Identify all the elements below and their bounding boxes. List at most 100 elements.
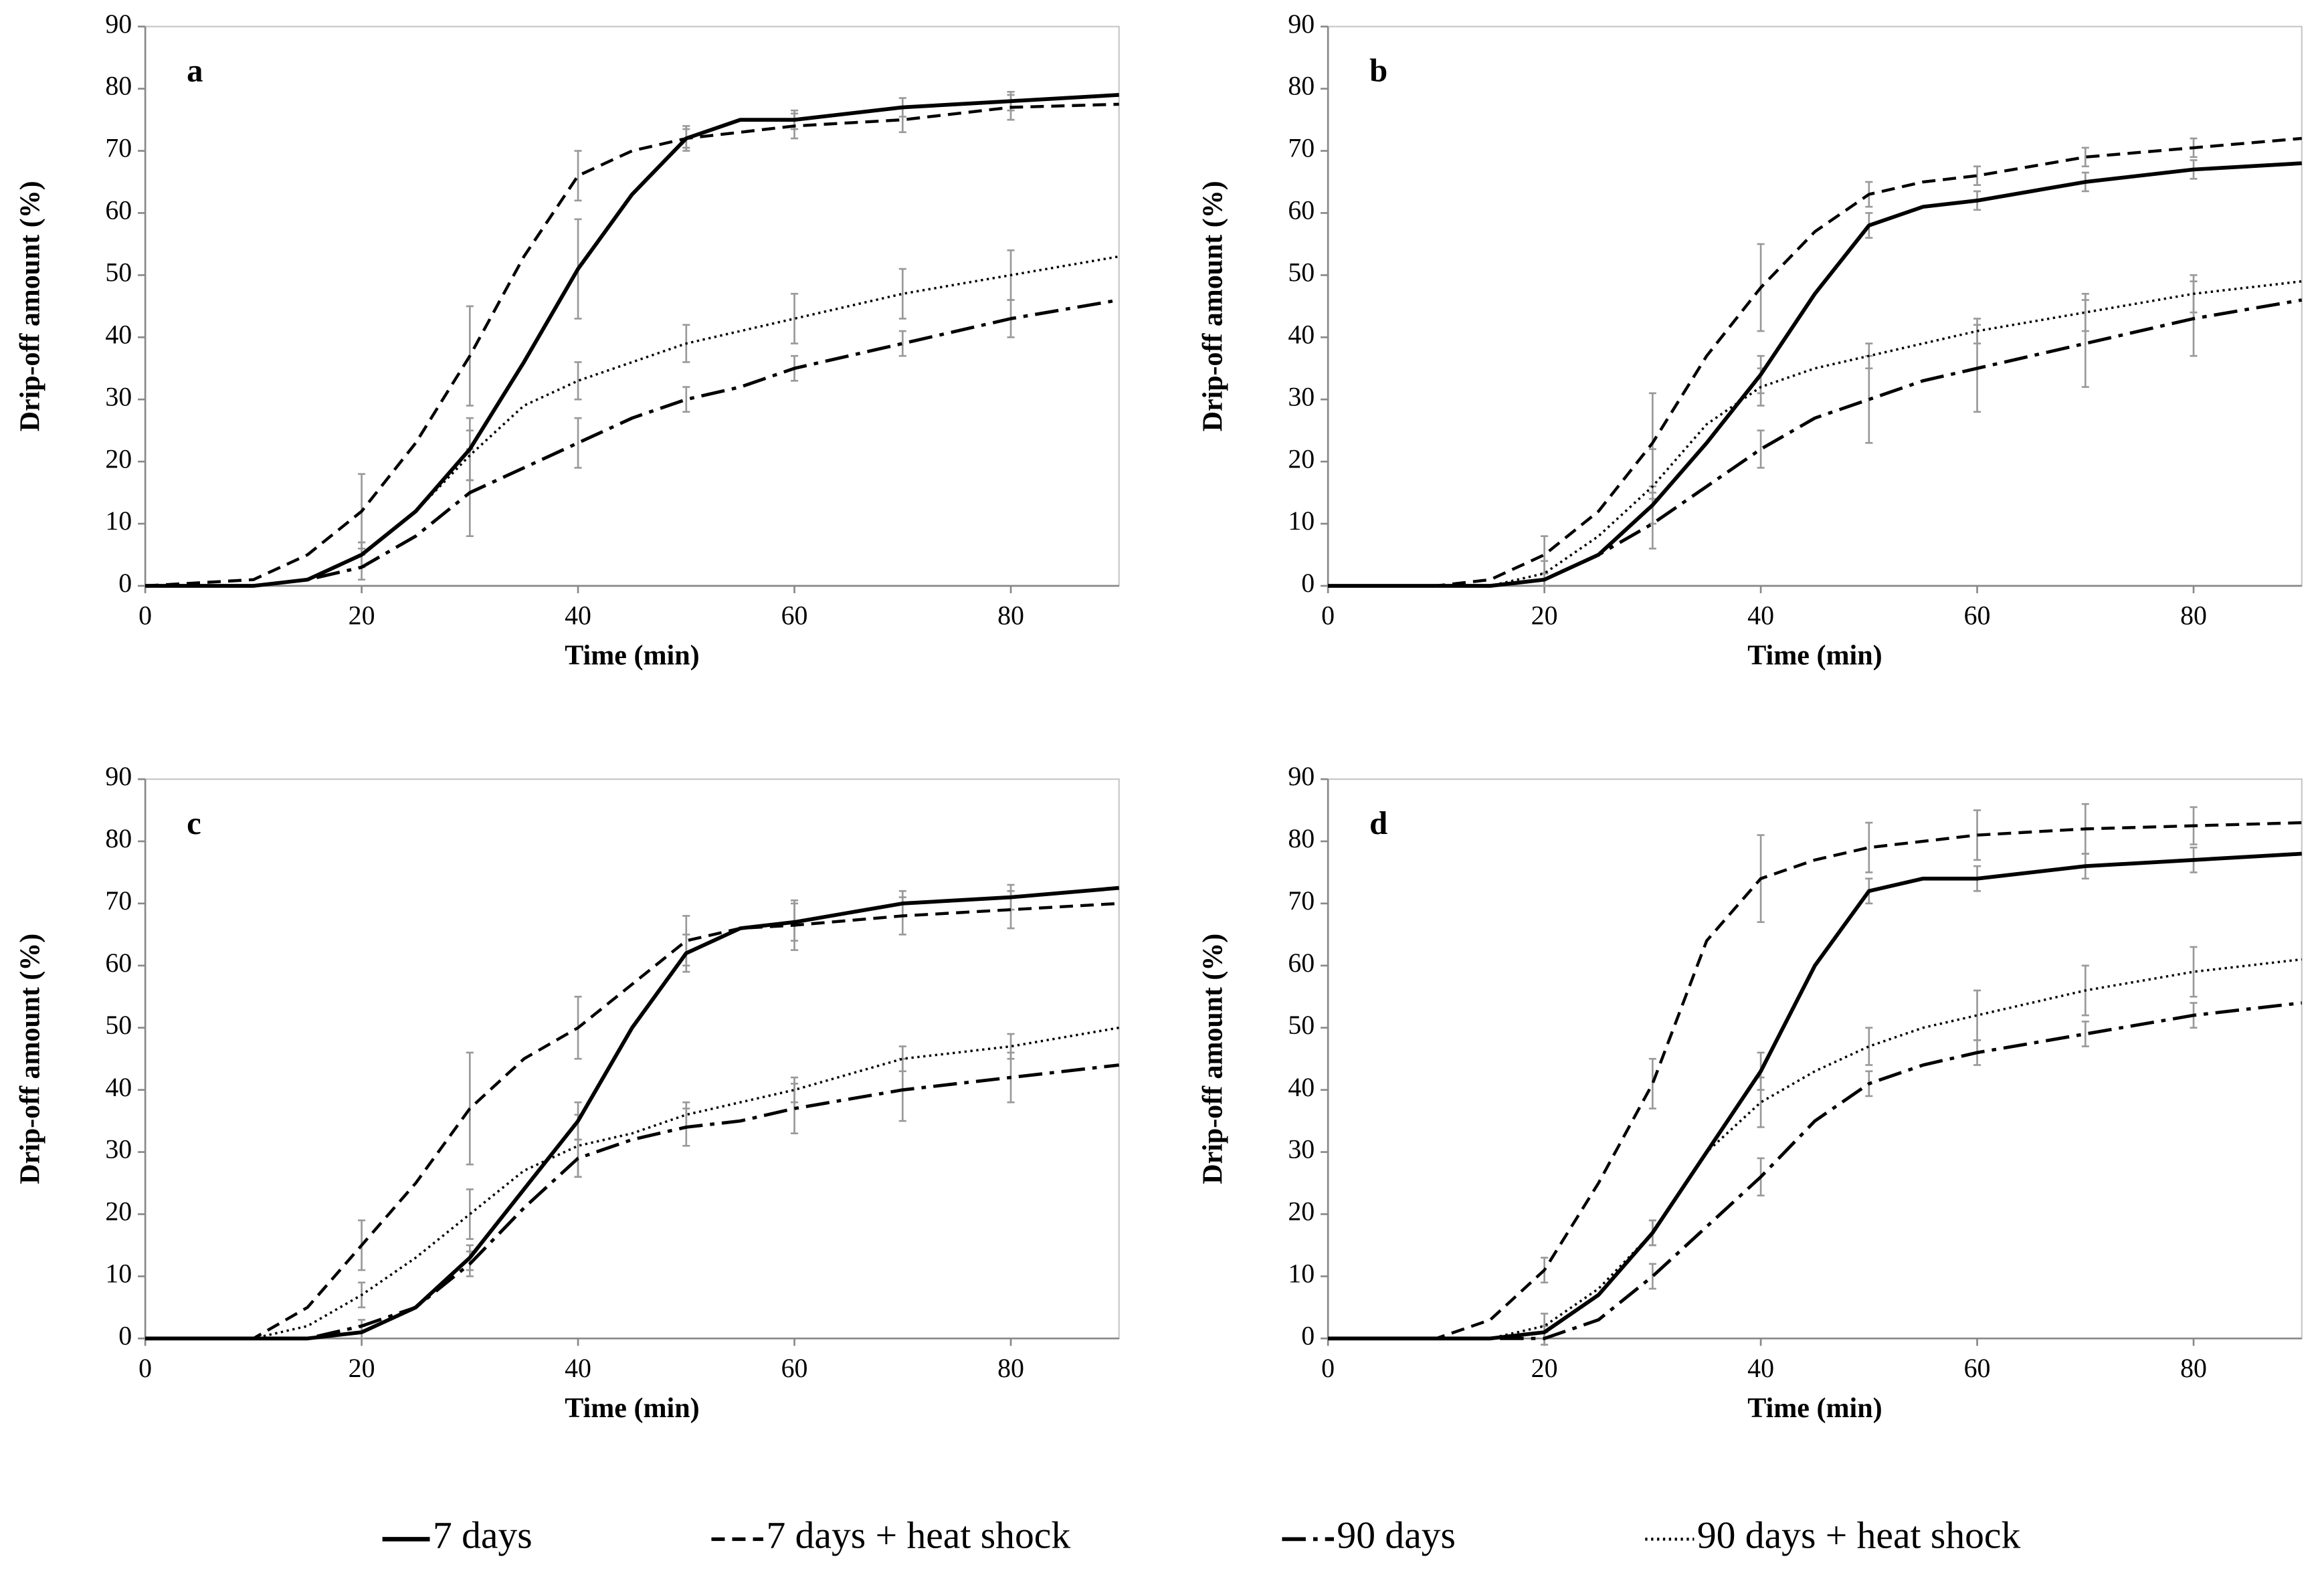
x-tick-label: 60 (781, 1354, 808, 1383)
y-tick-label: 90 (1288, 762, 1315, 791)
error-bar (1973, 165, 1981, 186)
panel-label: c (187, 805, 201, 841)
series-line (145, 902, 1119, 1340)
series-line (145, 885, 1119, 1341)
series-line (1328, 958, 2302, 1340)
series-line (1328, 298, 2303, 588)
legend-label: 90 days (1337, 1515, 1456, 1557)
x-tick-label: 20 (1531, 1354, 1558, 1383)
y-tick-label: 30 (105, 1135, 132, 1164)
series-line (145, 255, 1120, 587)
error-bar (1648, 1057, 1656, 1110)
error-bar (1007, 1033, 1015, 1060)
y-tick-label: 50 (105, 1011, 132, 1040)
panel-label: a (187, 53, 203, 89)
series-line (1328, 1001, 2303, 1340)
y-tick-label: 30 (105, 382, 132, 411)
y-tick-label: 90 (1288, 9, 1315, 39)
y-tick-label: 80 (1288, 824, 1315, 853)
error-bar (1648, 1263, 1656, 1290)
y-tick-label: 40 (105, 1073, 132, 1102)
y-tick-label: 80 (1288, 72, 1315, 101)
y-tick-label: 20 (105, 444, 132, 473)
x-axis-label: Time (min) (1747, 1393, 1882, 1424)
series-line (1328, 280, 2302, 587)
error-bar (898, 1045, 906, 1073)
y-axis-label: Drip-off amount (%) (1197, 934, 1228, 1184)
y-tick-label: 80 (105, 824, 132, 853)
y-tick-label: 60 (105, 948, 132, 978)
series-line (1328, 136, 2302, 588)
error-bar (791, 1076, 799, 1103)
x-tick-label: 0 (138, 1354, 152, 1383)
x-axis-label: Time (min) (565, 641, 699, 671)
error-bar (2081, 292, 2089, 332)
x-tick-label: 0 (1321, 1354, 1335, 1383)
x-tick-label: 60 (1964, 601, 1991, 631)
y-tick-label: 90 (105, 9, 132, 39)
y-tick-label: 30 (1288, 1135, 1315, 1164)
error-bar (1757, 429, 1765, 469)
plot-frame (1327, 25, 2303, 587)
y-axis-label: Drip-off amount (%) (15, 934, 45, 1184)
x-tick-label: 80 (2180, 601, 2207, 631)
y-tick-label: 0 (118, 568, 132, 598)
y-tick-label: 0 (1301, 568, 1315, 598)
y-tick-label: 60 (1288, 196, 1315, 225)
y-tick-label: 60 (1288, 948, 1315, 978)
error-bar (574, 361, 582, 401)
y-tick-label: 30 (1288, 382, 1315, 411)
series-line (144, 102, 1119, 588)
error-bar (682, 915, 690, 967)
y-tick-label: 90 (105, 762, 132, 791)
error-bar (1865, 821, 1873, 873)
error-bar (2081, 1021, 2089, 1047)
y-tick-label: 70 (1288, 886, 1315, 916)
y-axis-label: Drip-off amount (%) (1197, 181, 1228, 431)
y-tick-label: 20 (1288, 1197, 1315, 1227)
x-tick-label: 80 (997, 601, 1024, 631)
y-tick-label: 40 (1288, 320, 1315, 349)
y-tick-label: 50 (105, 258, 132, 288)
error-bar (1757, 1076, 1765, 1128)
series-line (145, 93, 1119, 588)
error-bar (898, 106, 906, 134)
series-line (1328, 821, 2302, 1340)
error-bar (574, 417, 582, 469)
x-axis-label: Time (min) (1747, 641, 1882, 671)
error-bar (898, 330, 906, 357)
y-tick-label: 10 (105, 506, 132, 536)
series-line (1328, 161, 2302, 588)
x-tick-label: 40 (565, 1354, 591, 1383)
x-tick-label: 0 (138, 601, 152, 631)
x-tick-label: 20 (349, 601, 375, 631)
error-bar (1865, 1027, 1873, 1066)
error-bar (1541, 560, 1549, 587)
legend-label: 90 days + heat shock (1697, 1515, 2021, 1557)
y-tick-label: 20 (1288, 444, 1315, 473)
x-axis-label: Time (min) (565, 1393, 699, 1424)
x-tick-label: 40 (565, 601, 591, 631)
y-tick-label: 50 (1288, 258, 1315, 288)
y-tick-label: 20 (105, 1197, 132, 1227)
y-tick-label: 0 (1301, 1322, 1315, 1351)
error-bar (898, 268, 906, 320)
error-bar (682, 386, 690, 413)
y-tick-label: 80 (105, 72, 132, 101)
error-bar (2081, 146, 2089, 168)
y-tick-label: 10 (1288, 506, 1315, 536)
y-tick-label: 50 (1288, 1011, 1315, 1040)
y-tick-label: 70 (1288, 134, 1315, 163)
panel-label: b (1369, 53, 1387, 89)
error-bar (791, 292, 799, 344)
panel-label: d (1369, 805, 1387, 841)
series-line (145, 298, 1120, 588)
y-tick-label: 70 (105, 134, 132, 163)
y-tick-label: 40 (105, 320, 132, 349)
error-bar (574, 150, 582, 202)
error-bar (1973, 989, 1981, 1041)
y-tick-label: 60 (105, 196, 132, 225)
series-line (1328, 851, 2302, 1341)
